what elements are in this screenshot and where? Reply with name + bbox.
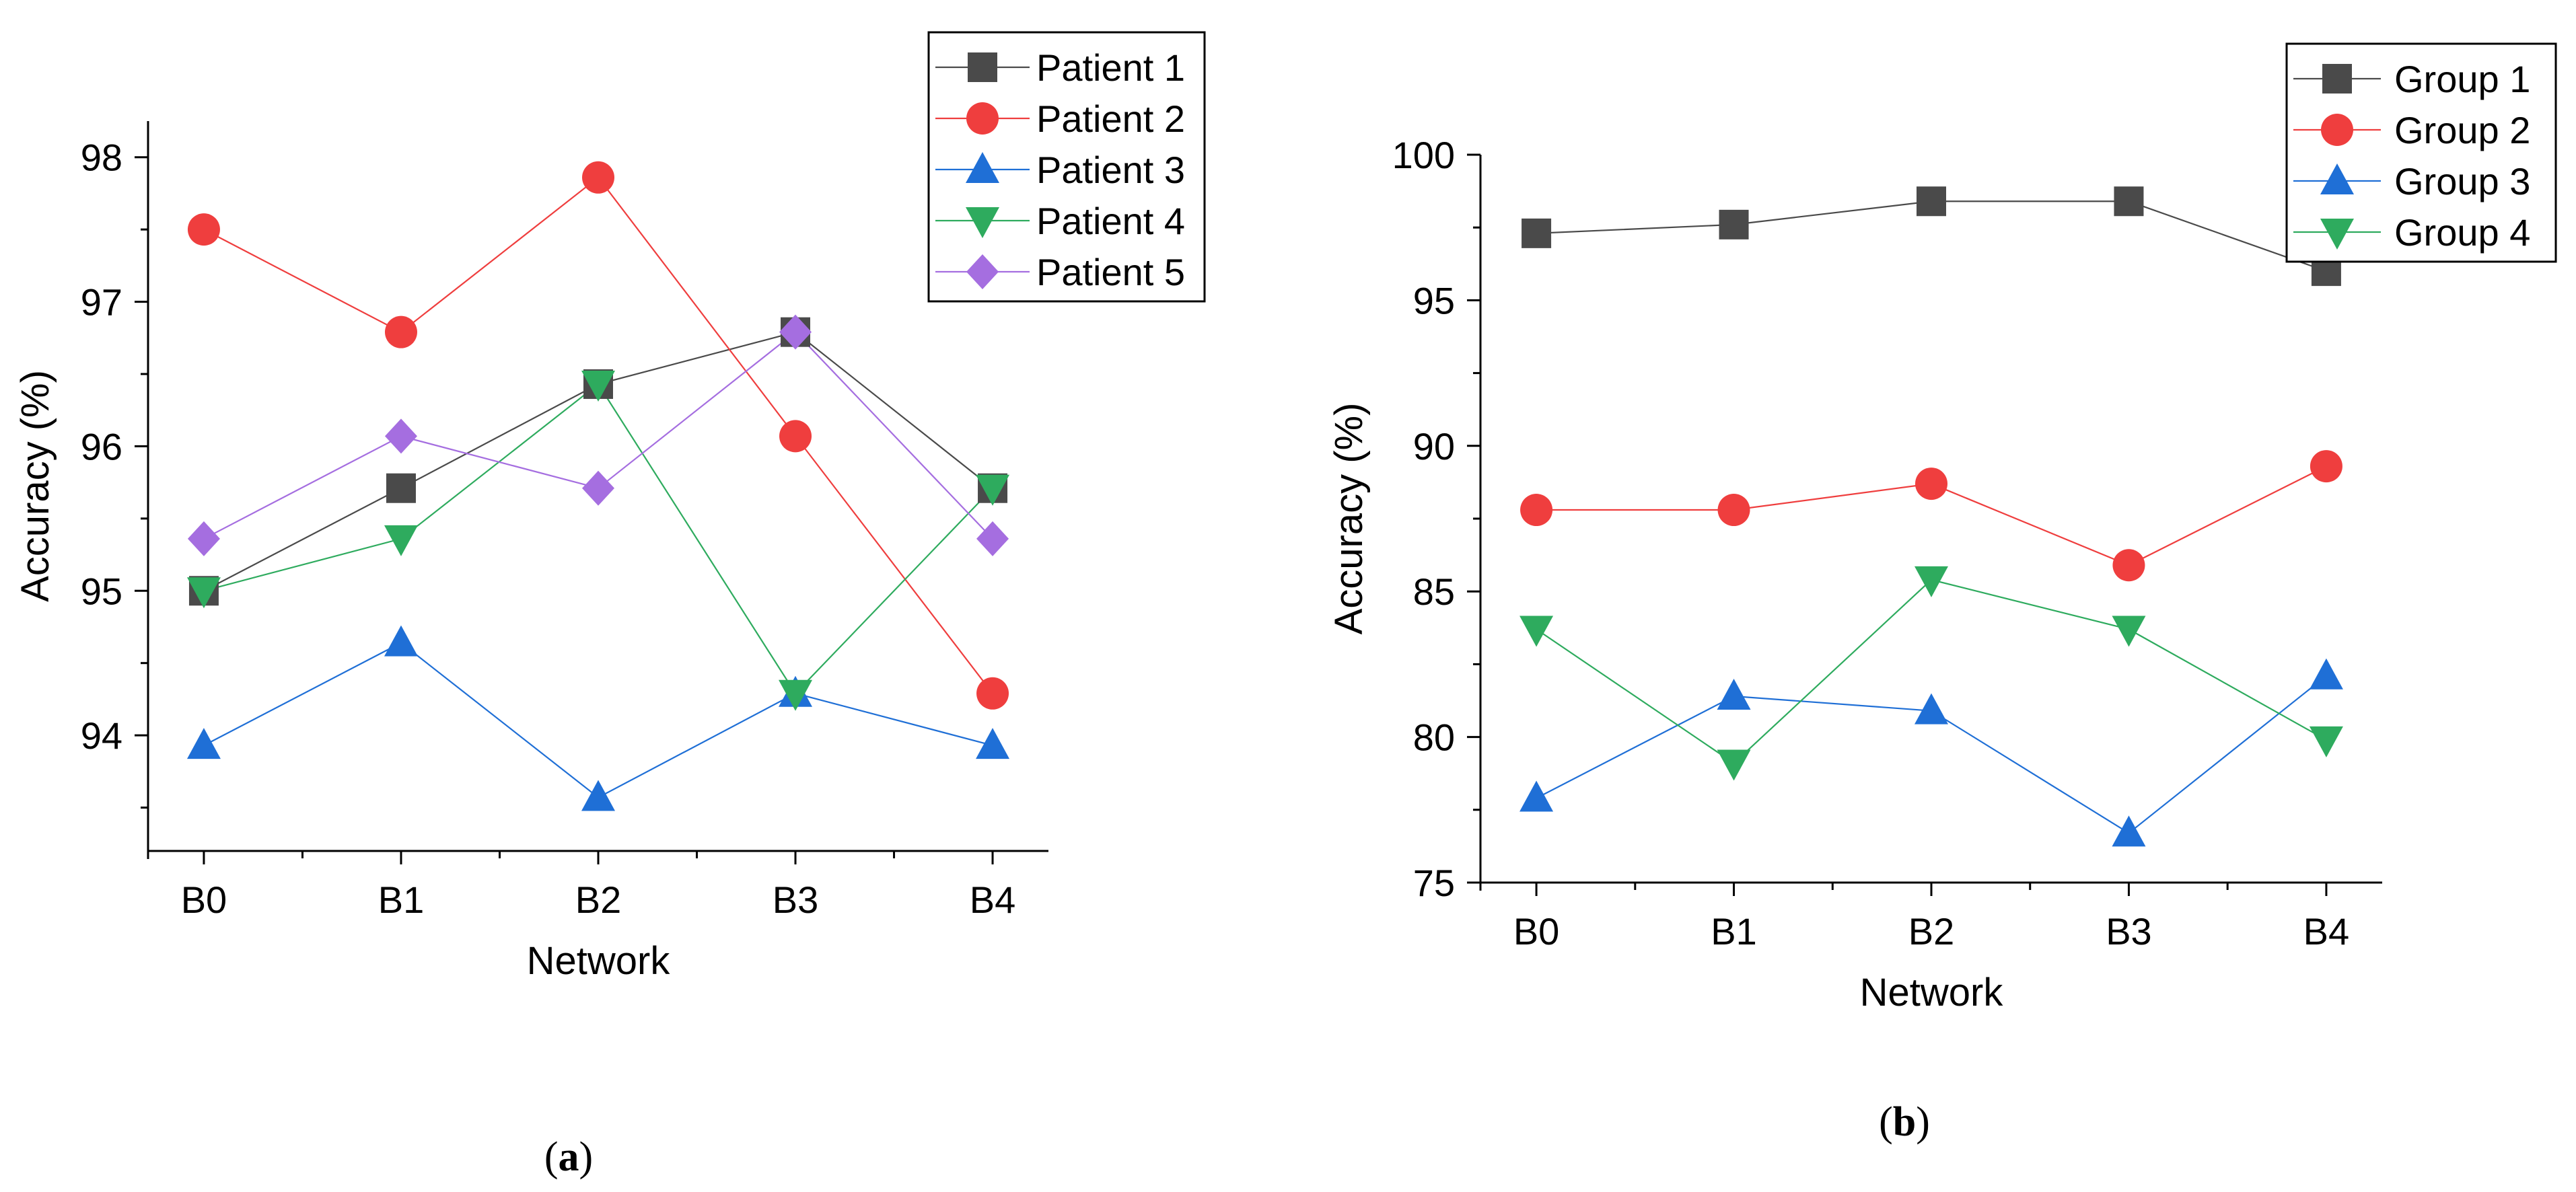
data-point-patient-2 [779,420,812,453]
data-point-patient-4 [779,679,813,711]
legend-marker [2322,64,2352,94]
y-tick-label: 94 [81,714,122,757]
x-axis-title: Network [1860,971,2004,1014]
series-line-group-4 [1536,579,2327,764]
data-point-patient-5 [384,418,417,454]
data-point-patient-2 [976,677,1009,710]
data-point-group-3 [1519,780,1554,812]
x-axis-title: Network [527,939,671,983]
series-line-patient-2 [203,176,993,694]
data-point-patient-5 [582,470,614,506]
legend-marker [968,52,997,82]
legend: Patient 1 Patient 2 Patient 3 Patient 4 Pati… [927,31,1206,303]
y-tick-label: 85 [1413,570,1455,613]
data-point-patient-5 [187,521,220,556]
data-point-group-2 [2310,450,2342,483]
legend-label: Patient 4 [1036,200,1185,242]
data-point-group-4 [1519,616,1554,647]
data-point-patient-5 [976,521,1009,556]
panel-label: (b) [1879,1099,1930,1145]
legend-marker [966,102,999,135]
data-point-patient-2 [384,315,417,348]
y-tick-label: 100 [1392,134,1455,176]
data-point-group-1 [1522,218,1552,248]
x-tick-label: B1 [1711,910,1757,953]
data-point-patient-3 [186,728,221,759]
y-tick-label: 90 [1413,425,1455,468]
y-axis-title: Accuracy (%) [1327,403,1371,635]
x-tick-label: B4 [2303,910,2350,953]
legend-label: Patient 3 [1036,149,1185,191]
x-tick-label: B4 [970,879,1016,921]
series-line-patient-5 [203,331,993,539]
legend-marker [966,152,999,183]
data-point-patient-3 [976,728,1010,759]
legend-label: Patient 2 [1036,98,1185,140]
series-line-patient-3 [203,642,993,798]
chart-panel-b: 75 80 85 90 95 100 B0 B1 B2 B3 B4 Network Accuracy (… [1327,42,2557,1145]
data-point-group-1 [2114,186,2144,217]
data-point-group-4 [1915,566,1948,597]
x-tick-label: B2 [1908,910,1955,953]
data-point-patient-1 [386,473,416,503]
panel-label: (a) [544,1134,593,1180]
data-point-patient-2 [582,161,614,194]
legend-label: Group 4 [2394,211,2530,254]
legend-label: Group 1 [2394,58,2530,100]
legend-label: Patient 1 [1036,46,1185,89]
legend-label: Group 3 [2394,160,2530,202]
data-point-group-3 [2112,815,2146,847]
data-point-group-2 [1915,468,1947,500]
data-point-group-3 [1717,679,1751,710]
y-tick-label: 95 [1413,279,1455,322]
data-point-group-3 [2309,658,2343,690]
legend: Group 1 Group 2 Group 3 Group 4 [2285,42,2557,263]
y-tick-label: 96 [81,425,122,468]
data-point-group-4 [2309,726,2343,757]
legend-label: Patient 5 [1036,251,1185,293]
legend-marker [966,254,999,289]
legend-marker [2320,163,2354,194]
y-tick-label: 95 [81,570,122,612]
data-point-patient-5 [779,314,812,350]
y-tick-label: 75 [1413,862,1455,904]
data-point-patient-2 [187,213,220,246]
data-point-group-4 [2112,616,2146,647]
x-tick-label: B2 [575,879,622,921]
data-point-group-4 [1717,749,1751,781]
data-point-group-1 [1917,186,1946,217]
x-tick-label: B0 [1513,910,1560,953]
data-point-group-2 [1520,494,1553,527]
y-tick-label: 97 [81,281,122,324]
data-point-patient-4 [384,525,418,556]
data-point-patient-4 [581,371,615,402]
x-tick-label: B3 [773,879,819,921]
legend-marker [2320,219,2354,250]
data-point-group-2 [1717,494,1750,527]
data-point-patient-4 [976,474,1010,506]
legend-marker [2321,114,2353,146]
y-tick-label: 98 [81,137,122,179]
legend-marker [966,207,999,238]
data-point-group-1 [1719,209,1749,239]
data-point-patient-4 [186,577,221,609]
data-point-group-2 [2112,549,2145,582]
data-point-patient-3 [581,780,615,811]
data-point-patient-3 [384,625,418,657]
x-tick-label: B3 [2106,910,2152,953]
y-axis-title: Accuracy (%) [13,370,57,602]
chart-panel-a: 94 95 96 97 98 B0 B1 B2 B3 B4 Network Accuracy (%) P… [13,31,1206,1180]
x-tick-label: B1 [378,879,425,921]
legend-label: Group 2 [2394,109,2530,151]
data-point-group-3 [1915,693,1948,724]
x-tick-label: B0 [181,879,227,921]
y-tick-label: 80 [1413,716,1455,759]
